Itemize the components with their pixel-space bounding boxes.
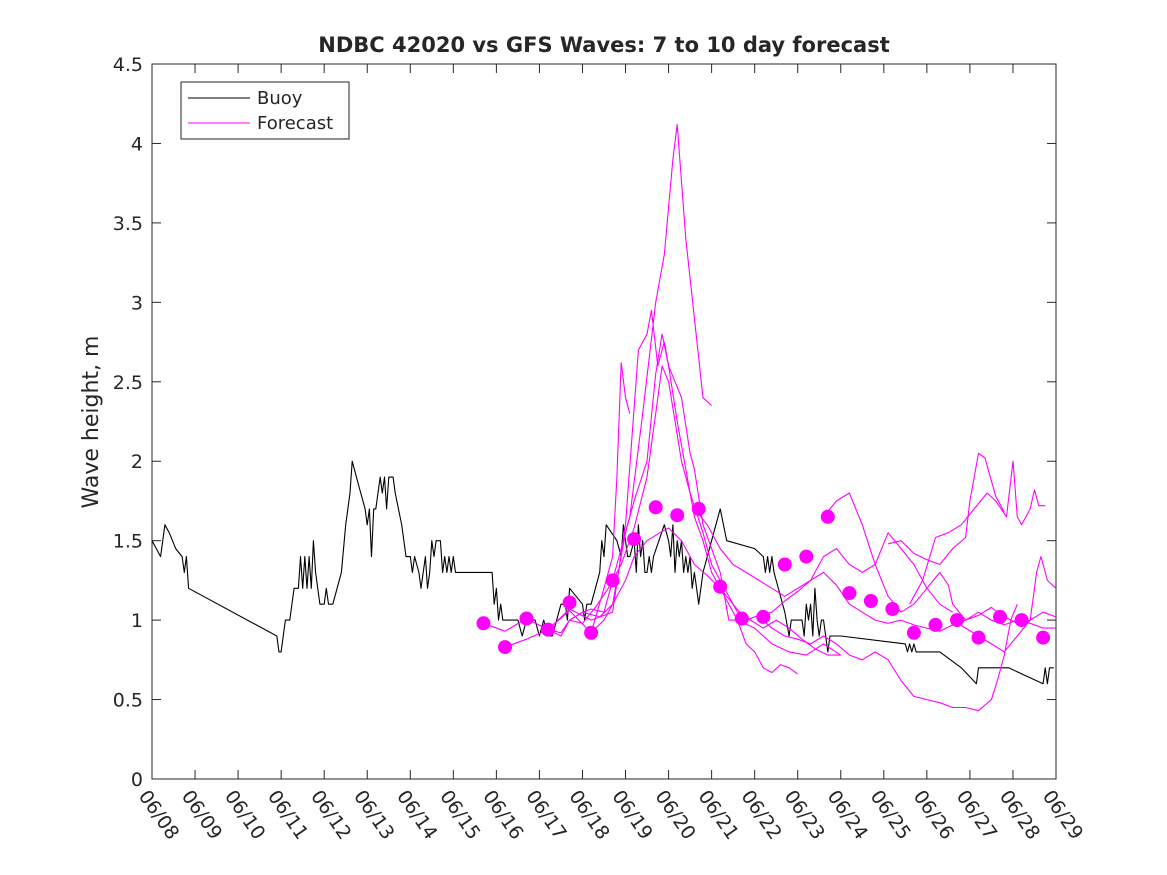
- forecast-point: [971, 630, 986, 645]
- y-tick-label: 0.5: [113, 690, 143, 712]
- forecast-series-line: [547, 333, 842, 656]
- forecast-point: [476, 616, 491, 631]
- forecast-point: [799, 549, 814, 564]
- forecast-point: [605, 573, 620, 588]
- y-tick-label: 4: [131, 133, 143, 155]
- legend-box: [180, 81, 350, 140]
- chart-title: NDBC 42020 vs GFS Waves: 7 to 10 day for…: [318, 33, 889, 57]
- forecast-point: [756, 609, 771, 624]
- y-tick-label: 2.5: [113, 372, 143, 394]
- forecast-point: [928, 617, 943, 632]
- forecast-series-line: [909, 460, 1046, 605]
- y-tick-label: 1.5: [113, 531, 143, 553]
- plot-frame: [151, 63, 1057, 780]
- forecast-point: [519, 611, 534, 626]
- legend: Buoy Forecast: [180, 81, 350, 140]
- y-tick-label: 3.5: [113, 213, 143, 235]
- forecast-point: [541, 622, 555, 637]
- forecast-point: [670, 508, 685, 523]
- forecast-point: [906, 625, 921, 640]
- axis-ticks: [151, 63, 1057, 780]
- forecast-point: [885, 602, 900, 616]
- y-tick-label: 3: [131, 292, 143, 314]
- forecast-point: [1036, 630, 1051, 645]
- forecast-point: [993, 609, 1007, 624]
- forecast-series-line: [758, 603, 1018, 712]
- forecast-markers: [476, 500, 1051, 655]
- legend-buoy-label: Buoy: [257, 88, 303, 109]
- forecast-point: [562, 595, 577, 610]
- forecast-point: [648, 500, 663, 515]
- forecast-point: [734, 611, 749, 626]
- forecast-series-line: [887, 452, 1005, 566]
- legend-forecast-label: Forecast: [257, 113, 333, 134]
- y-tick-labels: 0 0.5 1 1.5 2 2.5 3 3.5 4 4.5: [113, 54, 143, 791]
- forecast-point: [1014, 613, 1029, 628]
- forecast-point: [498, 640, 512, 655]
- forecast-point: [820, 509, 835, 524]
- forecast-point: [584, 625, 599, 640]
- y-tick-label: 4.5: [113, 54, 143, 76]
- buoy-series-line: [151, 460, 1054, 685]
- y-tick-label: 0: [131, 769, 143, 791]
- y-axis-label: Wave height, m: [79, 336, 104, 509]
- forecast-point: [863, 594, 878, 608]
- forecast-point: [842, 586, 857, 601]
- forecast-point: [950, 613, 964, 628]
- y-tick-label: 1: [131, 610, 143, 632]
- forecast-point: [777, 557, 792, 572]
- forecast-series-line: [504, 309, 799, 675]
- forecast-point: [713, 579, 728, 594]
- y-tick-label: 2: [131, 451, 143, 473]
- forecast-point: [627, 532, 642, 547]
- forecast-point: [691, 501, 706, 516]
- plot-area: [151, 63, 1057, 780]
